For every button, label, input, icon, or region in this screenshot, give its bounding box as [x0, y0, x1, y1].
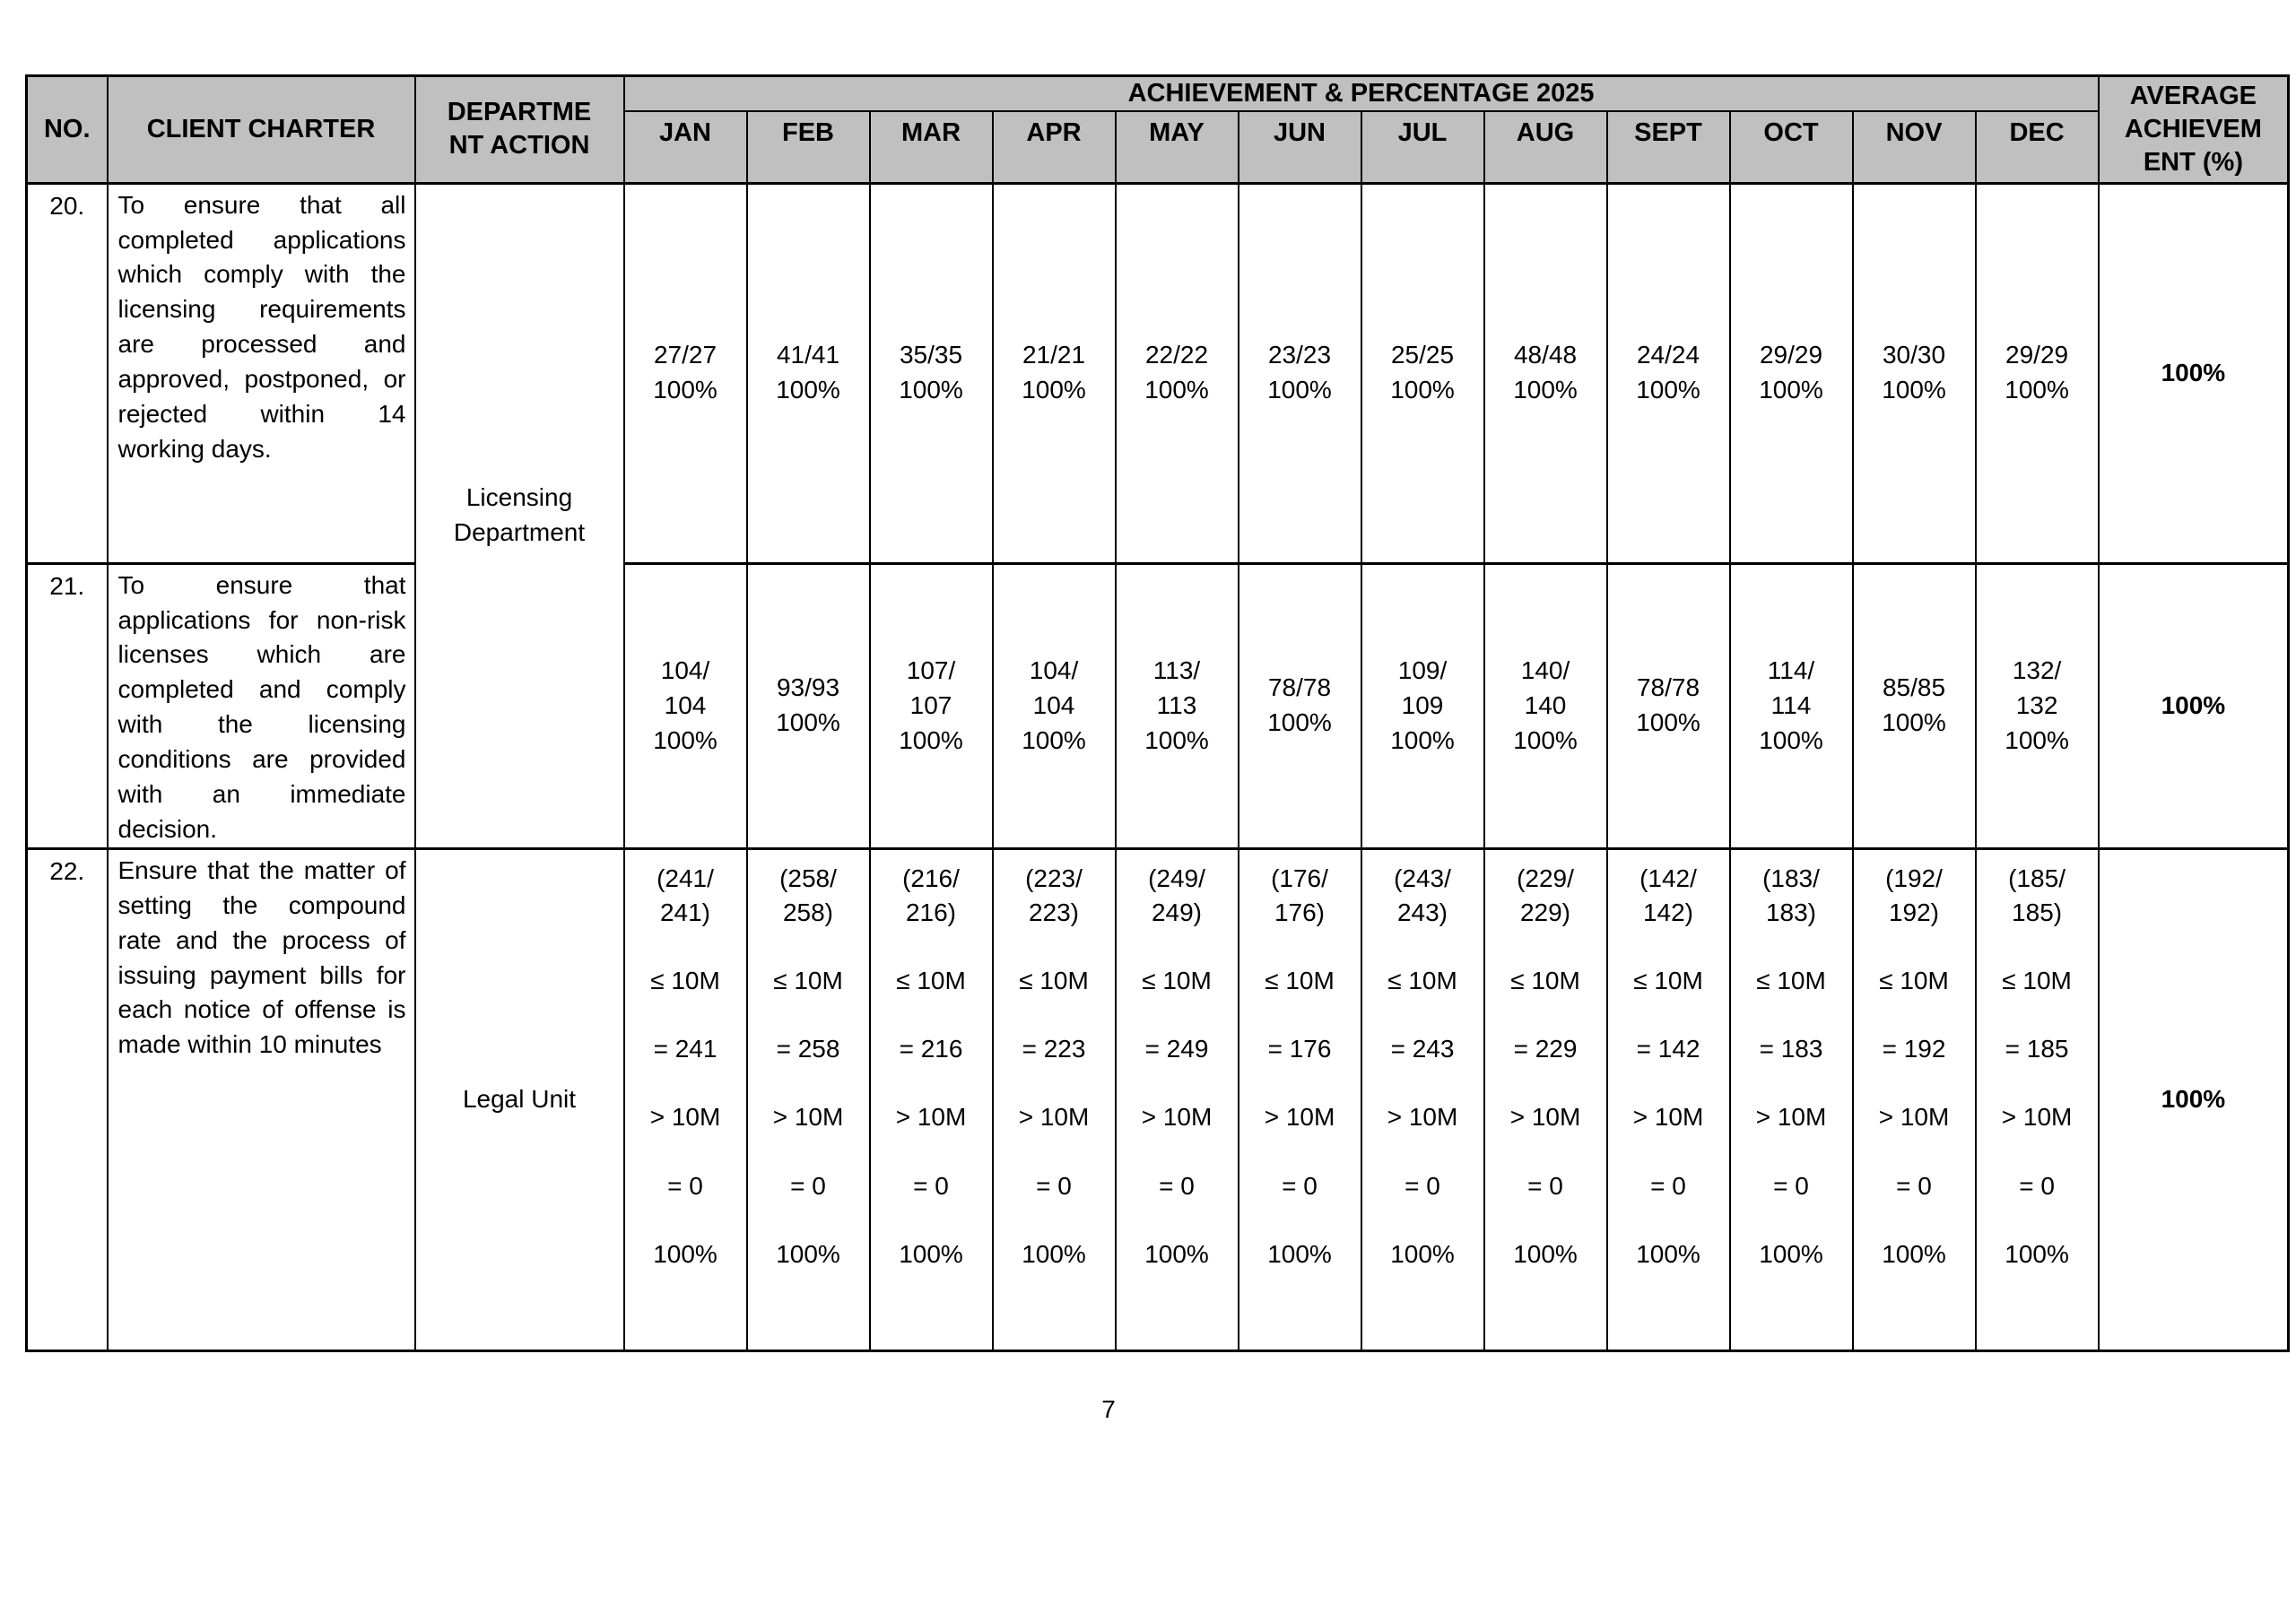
month-value-cell-may: 113/ 113 100%: [1114, 561, 1239, 850]
month-header-nov: NOV: [1851, 110, 1977, 185]
achievement-table: NO. CLIENT CHARTER DEPARTME NT ACTION AC…: [25, 74, 2291, 1352]
month-value-cell-apr: 21/21 100%: [991, 181, 1117, 565]
month-value-cell-oct: 114/ 114 100%: [1728, 561, 1854, 850]
month-value-cell-may: 22/22 100%: [1114, 181, 1239, 565]
month-value-cell-apr: 104/ 104 100%: [991, 561, 1117, 850]
charter-cell: To ensure that all completed application…: [106, 181, 416, 565]
month-value-cell-aug: (229/ 229) ≤ 10M = 229 > 10M = 0 100%: [1483, 846, 1608, 1352]
col-header-department-action: DEPARTME NT ACTION: [413, 74, 625, 185]
row-number-cell: 21.: [25, 561, 109, 850]
month-value-cell-mar: 107/ 107 100%: [868, 561, 994, 850]
month-value-cell-dec: (185/ 185) ≤ 10M = 185 > 10M = 0 100%: [1974, 846, 2100, 1352]
month-value-cell-jan: 27/27 100%: [622, 181, 748, 565]
month-value-cell-feb: 41/41 100%: [745, 181, 871, 565]
month-header-jun: JUN: [1237, 110, 1362, 185]
row-number-cell: 22.: [25, 846, 109, 1352]
table-row-22: 22. Ensure that the matter of setting th…: [25, 846, 2290, 1352]
month-value-cell-feb: (258/ 258) ≤ 10M = 258 > 10M = 0 100%: [745, 846, 871, 1352]
month-header-dec: DEC: [1974, 110, 2100, 185]
month-value-cell-jul: 25/25 100%: [1360, 181, 1485, 565]
table-row-21: 21. To ensure that applications for non-…: [25, 561, 2290, 850]
month-value-cell-sept: (142/ 142) ≤ 10M = 142 > 10M = 0 100%: [1605, 846, 1731, 1352]
month-value-cell-dec: 132/ 132 100%: [1974, 561, 2100, 850]
month-header-sept: SEPT: [1605, 110, 1731, 185]
month-value-cell-may: (249/ 249) ≤ 10M = 249 > 10M = 0 100%: [1114, 846, 1239, 1352]
month-header-oct: OCT: [1728, 110, 1854, 185]
month-value-cell-dec: 29/29 100%: [1974, 181, 2100, 565]
month-value-cell-aug: 140/ 140 100%: [1483, 561, 1608, 850]
month-value-cell-jan: (241/ 241) ≤ 10M = 241 > 10M = 0 100%: [622, 846, 748, 1352]
month-value-cell-jul: (243/ 243) ≤ 10M = 243 > 10M = 0 100%: [1360, 846, 1485, 1352]
table-row-20: 20. To ensure that all completed applica…: [25, 181, 2290, 850]
average-cell: 100%: [2097, 561, 2290, 850]
group-header-achievement-percentage: ACHIEVEMENT & PERCENTAGE 2025: [622, 74, 2100, 113]
charter-cell: Ensure that the matter of setting the co…: [106, 846, 416, 1352]
month-value-cell-nov: (192/ 192) ≤ 10M = 192 > 10M = 0 100%: [1851, 846, 1977, 1352]
month-value-cell-jun: (176/ 176) ≤ 10M = 176 > 10M = 0 100%: [1237, 846, 1362, 1352]
month-value-cell-jun: 78/78 100%: [1237, 561, 1362, 850]
month-value-cell-jul: 109/ 109 100%: [1360, 561, 1485, 850]
month-header-may: MAY: [1114, 110, 1239, 185]
month-value-cell-oct: 29/29 100%: [1728, 181, 1854, 565]
month-value-cell-nov: 30/30 100%: [1851, 181, 1977, 565]
month-value-cell-mar: 35/35 100%: [868, 181, 994, 565]
page-number: 7: [1101, 1395, 1116, 1423]
month-header-jul: JUL: [1360, 110, 1485, 185]
department-cell: Legal Unit: [413, 846, 625, 1352]
month-value-cell-nov: 85/85 100%: [1851, 561, 1977, 850]
department-cell: Licensing Department: [413, 181, 625, 850]
col-header-client-charter: CLIENT CHARTER: [106, 74, 416, 185]
col-header-no: NO.: [25, 74, 109, 185]
month-value-cell-feb: 93/93 100%: [745, 561, 871, 850]
month-value-cell-oct: (183/ 183) ≤ 10M = 183 > 10M = 0 100%: [1728, 846, 1854, 1352]
month-value-cell-jun: 23/23 100%: [1237, 181, 1362, 565]
month-header-apr: APR: [991, 110, 1117, 185]
row-number-cell: 20.: [25, 181, 109, 565]
month-header-aug: AUG: [1483, 110, 1608, 185]
month-value-cell-sept: 24/24 100%: [1605, 181, 1731, 565]
col-header-average-achievement: AVERAGE ACHIEVEM ENT (%): [2097, 74, 2290, 185]
month-value-cell-mar: (216/ 216) ≤ 10M = 216 > 10M = 0 100%: [868, 846, 994, 1352]
average-cell: 100%: [2097, 846, 2290, 1352]
month-value-cell-apr: (223/ 223) ≤ 10M = 223 > 10M = 0 100%: [991, 846, 1117, 1352]
month-value-cell-aug: 48/48 100%: [1483, 181, 1608, 565]
month-header-jan: JAN: [622, 110, 748, 185]
month-value-cell-jan: 104/ 104 100%: [622, 561, 748, 850]
charter-cell: To ensure that applications for non-risk…: [106, 561, 416, 850]
average-cell: 100%: [2097, 181, 2290, 565]
month-header-feb: FEB: [745, 110, 871, 185]
month-value-cell-sept: 78/78 100%: [1605, 561, 1731, 850]
month-header-mar: MAR: [868, 110, 994, 185]
